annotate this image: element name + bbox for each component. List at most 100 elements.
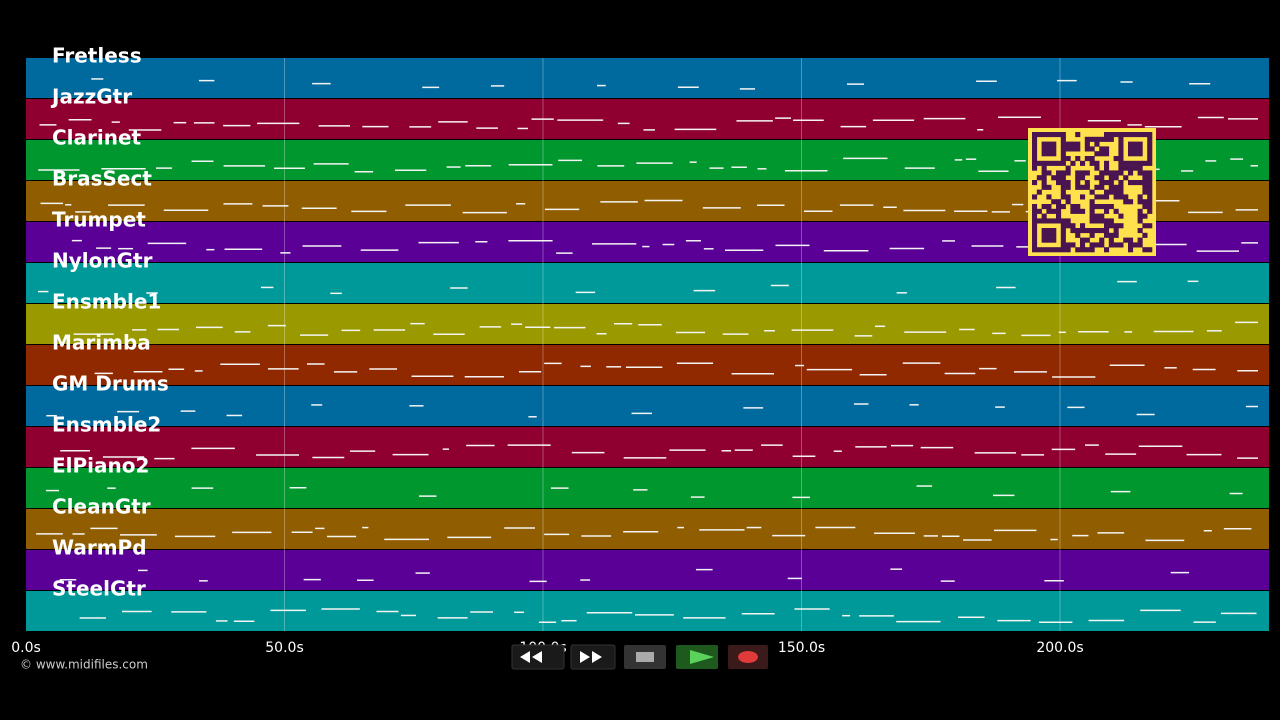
qr-module (1123, 237, 1129, 243)
qr-module (1041, 175, 1047, 181)
qr-module (1147, 136, 1153, 142)
qr-module (1094, 228, 1100, 234)
qr-module (1084, 141, 1090, 147)
qr-module (1060, 228, 1066, 234)
qr-module (1056, 204, 1062, 210)
qr-module (1113, 208, 1119, 214)
stop-button[interactable] (624, 645, 666, 669)
qr-module (1032, 237, 1038, 243)
qr-module (1089, 208, 1095, 214)
qr-module (1123, 199, 1129, 205)
track-row (26, 468, 1269, 508)
qr-module (1094, 204, 1100, 210)
qr-module (1132, 180, 1138, 186)
qr-module (1137, 146, 1143, 152)
track-labels: Fretless JazzGtr Clarinet BrasSect Trumpet Ny… (50, 44, 169, 601)
qr-module (1065, 170, 1071, 176)
qr-module (1099, 151, 1105, 157)
qr-module (1128, 199, 1134, 205)
qr-module (1075, 170, 1081, 176)
qr-module (1032, 223, 1038, 229)
qr-module (1147, 180, 1153, 186)
qr-module (1075, 232, 1081, 238)
qr-module (1094, 175, 1100, 181)
qr-module (1104, 146, 1110, 152)
qr-module (1060, 247, 1066, 253)
rewind-button[interactable] (511, 644, 565, 670)
qr-module (1113, 232, 1119, 238)
qr-module (1046, 208, 1052, 214)
qr-module (1147, 170, 1153, 176)
qr-module (1089, 136, 1095, 142)
qr-module (1070, 204, 1076, 210)
qr-module (1075, 247, 1081, 253)
qr-module (1118, 213, 1124, 219)
track-label: SteelGtr (52, 577, 146, 601)
qr-module (1032, 146, 1038, 152)
qr-module (1056, 247, 1062, 253)
qr-module (1137, 213, 1143, 219)
qr-module (1137, 180, 1143, 186)
qr-module (1041, 132, 1047, 138)
track-label: Fretless (52, 44, 142, 68)
record-button[interactable] (728, 645, 768, 669)
qr-module (1089, 218, 1095, 224)
qr-module (1060, 189, 1066, 195)
qr-module (1108, 204, 1114, 210)
qr-module (1084, 237, 1090, 243)
qr-module (1099, 184, 1105, 190)
qr-module (1036, 247, 1042, 253)
qr-module (1075, 208, 1081, 214)
qr-module (1104, 247, 1110, 253)
qr-module (1094, 151, 1100, 157)
qr-module (1070, 228, 1076, 234)
qr-module (1041, 180, 1047, 186)
qr-module (1108, 180, 1114, 186)
qr-module (1089, 232, 1095, 238)
copyright: © www.midifiles.com (20, 658, 148, 672)
qr-module (1051, 232, 1057, 238)
qr-module (1080, 170, 1086, 176)
qr-module (1056, 213, 1062, 219)
qr-module (1113, 175, 1119, 181)
qr-module (1036, 208, 1042, 214)
qr-module (1080, 223, 1086, 229)
qr-module (1094, 165, 1100, 171)
qr-module (1089, 213, 1095, 219)
qr-module (1075, 180, 1081, 186)
qr-module (1084, 146, 1090, 152)
qr-module (1137, 151, 1143, 157)
qr-module (1099, 242, 1105, 248)
qr-module (1046, 194, 1052, 200)
qr-module (1036, 175, 1042, 181)
qr-module (1099, 204, 1105, 210)
qr-module (1137, 237, 1143, 243)
qr-module (1128, 242, 1134, 248)
qr-module (1065, 180, 1071, 186)
qr-module (1137, 132, 1143, 138)
qr-module (1056, 160, 1062, 166)
fast-forward-button[interactable] (570, 644, 616, 670)
qr-module (1032, 160, 1038, 166)
qr-module (1147, 204, 1153, 210)
qr-module (1032, 208, 1038, 214)
qr-module (1032, 141, 1038, 147)
qr-module (1056, 208, 1062, 214)
qr-module (1041, 160, 1047, 166)
qr-module (1080, 175, 1086, 181)
qr-module (1118, 189, 1124, 195)
time-tick-label: 50.0s (265, 640, 303, 656)
play-button[interactable] (676, 645, 718, 669)
qr-module (1060, 180, 1066, 186)
qr-module (1060, 237, 1066, 243)
qr-module (1089, 199, 1095, 205)
qr-module (1113, 189, 1119, 195)
qr-module (1075, 132, 1081, 138)
qr-module (1108, 189, 1114, 195)
qr-module (1104, 189, 1110, 195)
qr-module (1094, 242, 1100, 248)
qr-module (1032, 204, 1038, 210)
qr-module (1142, 184, 1148, 190)
qr-module (1084, 247, 1090, 253)
qr-module (1104, 208, 1110, 214)
